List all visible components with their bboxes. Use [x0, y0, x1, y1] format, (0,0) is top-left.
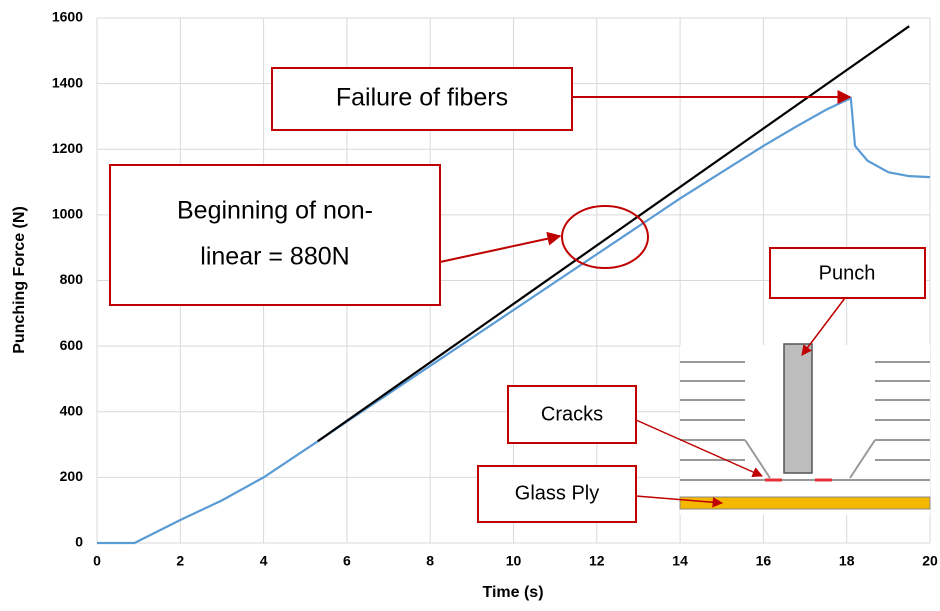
x-tick-label: 12	[589, 553, 605, 569]
y-tick-label: 200	[60, 468, 84, 484]
y-tick-label: 1400	[52, 74, 83, 90]
x-tick-label: 8	[426, 553, 434, 569]
x-tick-label: 10	[506, 553, 522, 569]
x-tick-label: 18	[839, 553, 855, 569]
annotation: linear = 880N	[200, 243, 349, 271]
x-tick-label: 0	[93, 553, 101, 569]
x-axis-label: Time (s)	[482, 584, 543, 601]
annotation-box	[110, 165, 440, 305]
annotation: Glass Ply	[515, 482, 599, 504]
y-tick-label: 400	[60, 402, 84, 418]
y-tick-label: 0	[75, 534, 83, 550]
x-tick-label: 2	[176, 553, 184, 569]
annotation: Cracks	[541, 403, 603, 425]
inset-diagram	[680, 344, 930, 515]
x-tick-label: 6	[343, 553, 351, 569]
chart: 0 200 400 600 800 1000 1200 1400 1600 0 2 4 6 8 10 12 14…	[0, 0, 940, 606]
y-tick-label: 600	[60, 337, 84, 353]
annotation: Punch	[819, 262, 876, 284]
annotation: Failure of fibers	[336, 84, 508, 112]
x-tick-label: 4	[260, 553, 268, 569]
y-axis-label: Punching Force (N)	[11, 206, 28, 354]
arrow	[440, 236, 560, 262]
y-tick-label: 1600	[52, 9, 83, 25]
annotation: Beginning of non-	[177, 197, 373, 225]
y-tick-label: 1000	[52, 206, 83, 222]
x-tick-label: 16	[756, 553, 772, 569]
y-tick-label: 1200	[52, 140, 83, 156]
x-tick-label: 14	[672, 553, 688, 569]
y-tick-label: 800	[60, 271, 84, 287]
x-tick-label: 20	[922, 553, 938, 569]
